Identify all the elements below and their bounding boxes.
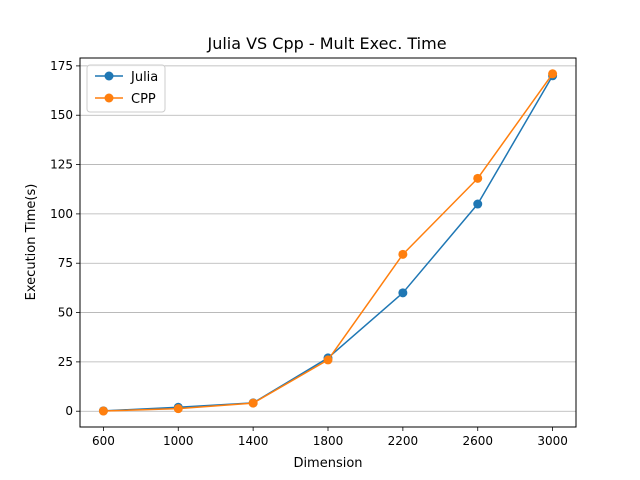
legend-julia-label: Julia	[130, 70, 158, 85]
y-tick-label: 50	[58, 306, 73, 320]
legend-julia-marker	[104, 71, 114, 81]
legend: Julia CPP	[86, 64, 166, 113]
y-axis-label: Execution Time(s)	[24, 184, 39, 301]
cpp-data-point	[98, 406, 108, 416]
legend-cpp-marker	[104, 93, 114, 103]
cpp-data-point	[248, 398, 258, 408]
cpp-data-point	[323, 355, 333, 365]
y-tick-label: 100	[50, 207, 73, 221]
cpp-data-point	[548, 69, 558, 79]
y-tick-label: 0	[65, 404, 73, 418]
x-tick-label: 1400	[238, 434, 269, 448]
cpp-data-point	[398, 249, 408, 259]
legend-cpp-label: CPP	[131, 92, 156, 107]
y-tick-label: 150	[50, 108, 73, 122]
x-tick-label: 3000	[537, 434, 568, 448]
x-tick-label: 1800	[313, 434, 344, 448]
julia-data-point	[473, 199, 483, 209]
x-tick-label: 1000	[163, 434, 194, 448]
x-tick-label: 600	[92, 434, 115, 448]
cpp-data-point	[473, 173, 483, 183]
y-tick-label: 25	[58, 355, 73, 369]
julia-data-point	[398, 288, 408, 298]
axis-ticks: 0 25 50 75 100 125 150 175 600 1000 1400 1800 2200 26…	[50, 59, 568, 448]
y-tick-label: 175	[50, 59, 73, 73]
x-axis-label: Dimension	[293, 456, 362, 471]
x-tick-label: 2600	[462, 434, 493, 448]
chart-title: Julia VS Cpp - Mult Exec. Time	[206, 34, 446, 53]
series-layer	[98, 69, 558, 416]
cpp-data-point	[173, 404, 183, 414]
y-tick-label: 75	[58, 256, 73, 270]
y-tick-label: 125	[50, 158, 73, 172]
x-tick-label: 2200	[388, 434, 419, 448]
